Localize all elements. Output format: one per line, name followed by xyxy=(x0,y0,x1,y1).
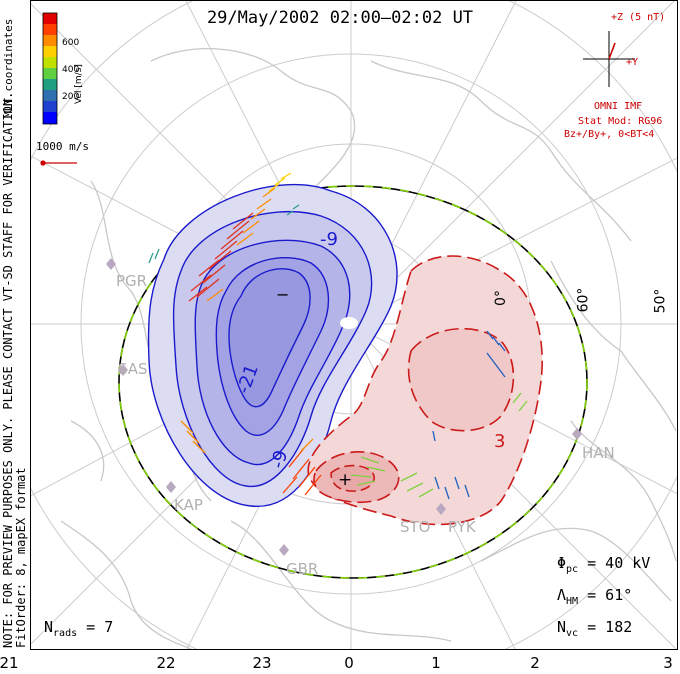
station-label-han: HAN xyxy=(582,444,615,462)
hm-boundary xyxy=(118,185,588,579)
potential-value: = 40 kV xyxy=(587,554,651,572)
contour-label-neg-9-bottom: -9 xyxy=(267,448,292,471)
mlt-tick-22: 22 xyxy=(156,654,176,672)
nrads-symbol: N xyxy=(44,618,54,636)
nvc-subscript: vc xyxy=(566,628,579,639)
station-markers xyxy=(106,258,582,556)
colorbar-tick-400: 400 xyxy=(62,65,80,75)
vector-count-value: = 182 xyxy=(587,618,633,636)
stat-model-label: Stat Mod: RG96 xyxy=(578,116,663,127)
contour-label-pos-3: 3 xyxy=(494,431,505,452)
mlt-tick-1: 1 xyxy=(431,654,441,672)
hm-latitude-stat: ΛHM = 61° xyxy=(557,586,632,607)
imf-source-label: OMNI IMF xyxy=(594,101,643,112)
colorbar-tick-600: 600 xyxy=(62,38,80,48)
colorbar-tick-200: 200 xyxy=(62,92,80,102)
vector-count-stat: Nvc = 182 xyxy=(557,618,632,639)
station-label-sas: SAS xyxy=(118,360,148,378)
map-frame: − -9 -21 -9 + 3 xyxy=(30,0,678,650)
mlt-tick-2: 2 xyxy=(530,654,540,672)
mlt-tick-3: 3 xyxy=(663,654,673,672)
station-label-sto: STO xyxy=(400,518,431,536)
vector-scale-bar xyxy=(40,160,77,166)
latitude-label-70: 0° xyxy=(492,290,509,306)
phi-symbol: Φ xyxy=(557,554,567,572)
phi-subscript: pc xyxy=(566,564,579,575)
station-label-gbr: GBR xyxy=(286,560,319,578)
nvc-symbol: N xyxy=(557,618,567,636)
coordinate-system-label: MLT coordinates xyxy=(2,18,15,118)
imf-z-label: +Z (5 nT) xyxy=(611,12,666,23)
station-label-pyk: PYK xyxy=(448,518,476,536)
imf-condition-label: Bz+/By+, 0<BT<4 xyxy=(564,129,655,140)
negative-minimum-marker: − xyxy=(276,285,289,304)
station-label-pgr: PGR xyxy=(116,272,148,290)
contour-label-neg-9-top: -9 xyxy=(320,229,338,250)
preview-note: NOTE: FOR PREVIEW PURPOSES ONLY. PLEASE … xyxy=(1,92,28,648)
positive-convection-cell: + 3 xyxy=(307,255,544,526)
velocity-colorbar xyxy=(42,12,58,125)
fit-order-note: FitOrder: 8, mapEX format xyxy=(14,467,28,648)
lambda-symbol: Λ xyxy=(557,586,567,604)
radar-count-value: = 7 xyxy=(86,618,114,636)
pole-marker xyxy=(340,317,358,329)
vector-scale-label: 1000 m/s xyxy=(36,140,89,153)
potential-stat: Φpc = 40 kV xyxy=(557,554,650,575)
mlt-tick-21: 21 xyxy=(0,654,19,672)
latitude-label-60: 60° xyxy=(575,287,592,313)
negative-convection-cell: − -9 -21 -9 xyxy=(147,183,398,507)
convection-map: − -9 -21 -9 + 3 xyxy=(31,1,677,649)
imf-y-label: +Y xyxy=(626,57,639,68)
station-label-kap: KAP xyxy=(174,496,203,514)
page-title: 29/May/2002 02:00–02:02 UT xyxy=(206,8,474,28)
hm-latitude-value: = 61° xyxy=(587,586,633,604)
colorbar-unit-label: Vel [m/s] xyxy=(74,64,84,104)
velocity-vectors xyxy=(148,172,528,500)
mlt-tick-23: 23 xyxy=(252,654,272,672)
radar-count-stat: Nrads = 7 xyxy=(44,618,113,639)
positive-maximum-marker: + xyxy=(338,470,352,490)
nrads-subscript: rads xyxy=(53,628,78,639)
imf-dial xyxy=(583,31,635,87)
latitude-label-50: 50° xyxy=(652,288,669,314)
lambda-subscript: HM xyxy=(566,596,579,607)
mlt-tick-0: 0 xyxy=(344,654,354,672)
